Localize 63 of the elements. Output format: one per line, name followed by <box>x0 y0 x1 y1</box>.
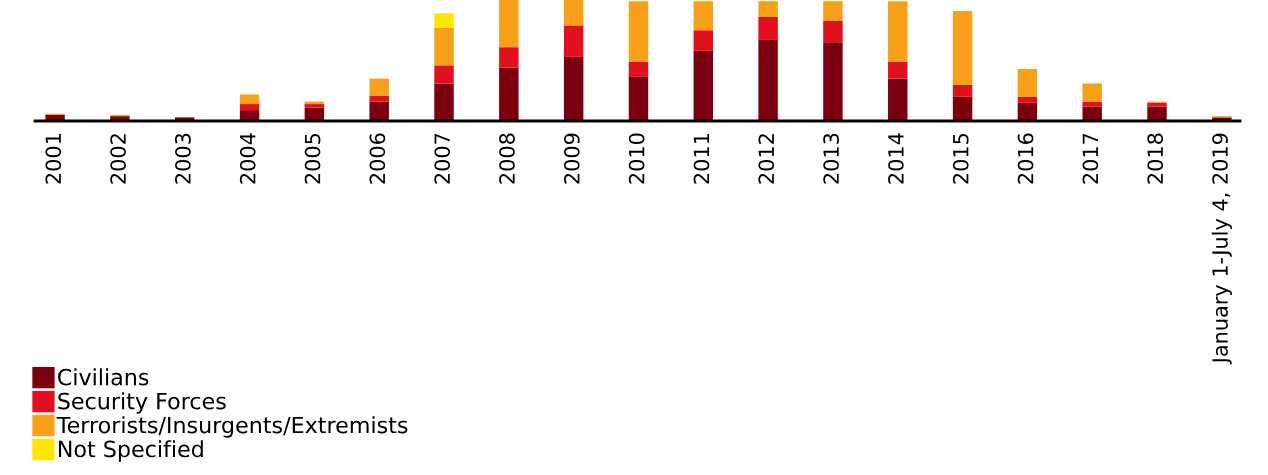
x-tick-label: 2014 <box>888 133 904 184</box>
x-tick-label: 2015 <box>952 133 969 184</box>
bar <box>563 56 584 121</box>
bar <box>563 0 584 26</box>
bar <box>823 1 843 21</box>
legend-label: Civilians <box>58 368 149 386</box>
bar <box>1017 96 1038 103</box>
x-tick-label: 2018 <box>1147 133 1164 184</box>
bar <box>1147 106 1167 121</box>
bar <box>1017 102 1038 121</box>
bar <box>239 94 260 105</box>
bar <box>434 65 454 84</box>
bar <box>888 1 908 62</box>
x-tick-label: 2012 <box>758 134 775 184</box>
bar <box>758 39 778 121</box>
x-tick-label: 2017 <box>1082 133 1099 184</box>
bar <box>758 1 778 17</box>
x-tick-label: 2005 <box>304 133 321 184</box>
bar <box>693 50 714 121</box>
bar <box>1082 106 1102 121</box>
x-tick-label: January 1-July 4, 2019 <box>1211 133 1232 365</box>
x-tick-label: 2003 <box>175 133 191 184</box>
x-tick-label: 2007 <box>434 133 451 184</box>
bar <box>693 30 714 51</box>
bar <box>823 20 843 43</box>
x-tick-label: 2013 <box>823 133 839 184</box>
bar <box>499 0 519 48</box>
x-tick-label: 2009 <box>563 133 580 184</box>
bar <box>628 61 649 77</box>
x-tick-label: 2002 <box>110 134 126 184</box>
x-tick-label: 2004 <box>239 133 256 184</box>
legend-label: Terrorists/Insurgents/Extremists <box>56 416 408 438</box>
bar <box>499 47 519 68</box>
x-tick-label: 2001 <box>45 134 62 184</box>
x-tick-label: 2006 <box>369 133 386 184</box>
legend-label: Not Specified <box>58 440 203 462</box>
bar <box>369 101 389 121</box>
legend-label: Security Forces <box>58 392 226 414</box>
bar <box>888 78 908 121</box>
bar <box>434 83 454 121</box>
bar <box>434 27 454 66</box>
bar <box>628 1 649 62</box>
bar <box>758 16 778 40</box>
bar <box>628 76 649 121</box>
bar <box>369 95 389 102</box>
bar <box>952 84 973 97</box>
bar <box>499 67 519 121</box>
bar <box>1017 68 1038 97</box>
bar <box>239 110 260 121</box>
x-tick-label: 2016 <box>1017 133 1034 184</box>
x-tick-label: 2010 <box>628 133 645 184</box>
x-tick-label: 2008 <box>499 133 515 184</box>
bar <box>1082 83 1102 102</box>
bar <box>239 104 260 111</box>
bar <box>434 13 454 28</box>
bar <box>952 96 973 121</box>
bar <box>563 25 584 57</box>
x-tick-label: 2011 <box>693 134 710 184</box>
bar <box>888 61 908 79</box>
bar <box>693 1 714 31</box>
bar <box>369 78 389 96</box>
bar <box>952 10 973 85</box>
bar <box>823 42 843 121</box>
